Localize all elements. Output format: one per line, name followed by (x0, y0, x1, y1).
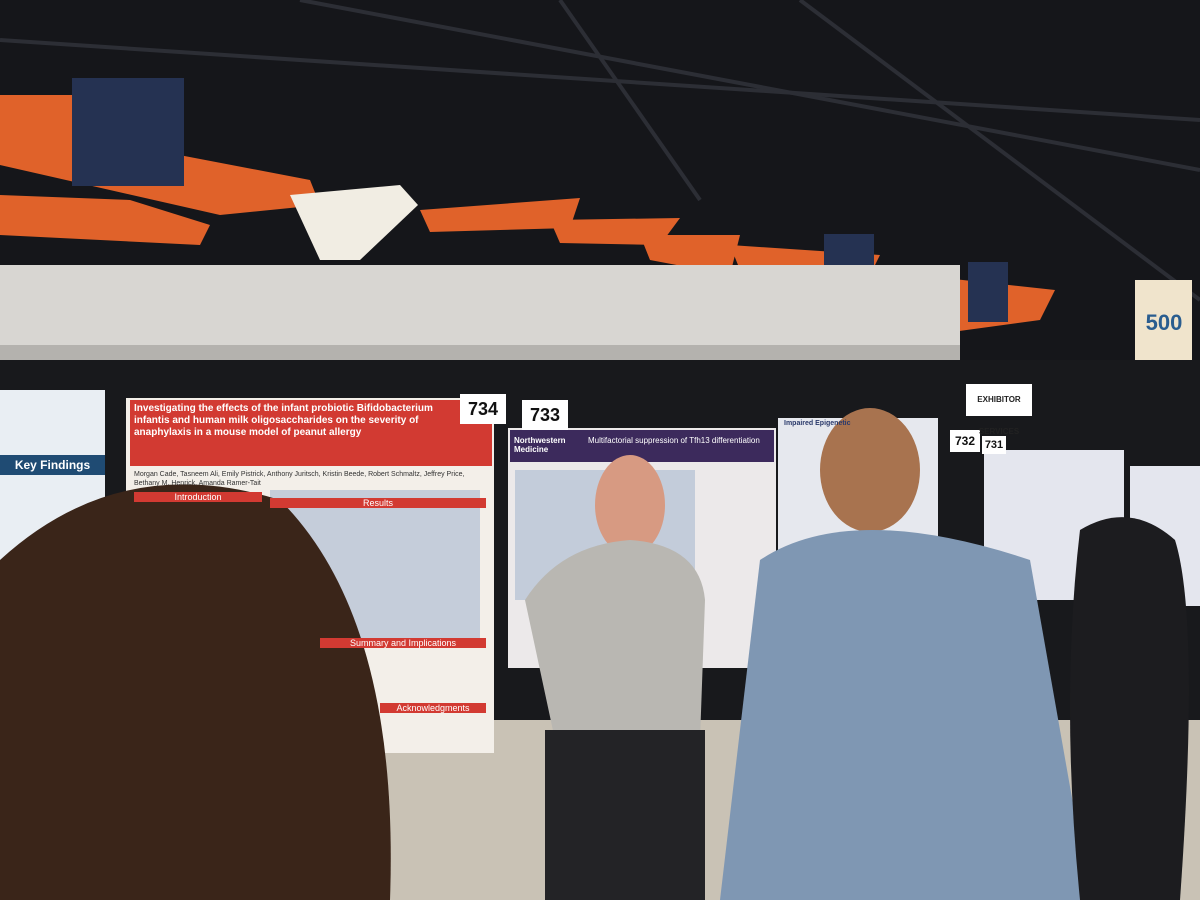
poster-section: Results (270, 498, 486, 508)
poster-institution: Northwestern Medicine (514, 436, 566, 454)
board-number: 732 (950, 430, 980, 452)
board-number: 731 (982, 436, 1006, 454)
poster-heading: Key Findings (0, 455, 105, 475)
poster-section: Summary and Implications (320, 638, 486, 648)
poster-authors: Morgan Cade, Tasneem Ali, Emily Pistrick… (134, 471, 465, 487)
board-number: 734 (460, 394, 506, 424)
poster-title: Multifactorial suppression of Tfh13 diff… (588, 436, 760, 445)
poster-title: Impaired Epigenetic (784, 420, 851, 427)
board-number: 733 (522, 400, 568, 430)
poster-title: Investigating the effects of the infant … (134, 403, 433, 438)
exhibitor-sign: EXHIBITOR SERVICES (966, 384, 1032, 436)
poster-section: Acknowledgments (380, 703, 486, 713)
banner-number: 500 (1145, 310, 1183, 335)
poster-section: Introduction (134, 492, 262, 502)
